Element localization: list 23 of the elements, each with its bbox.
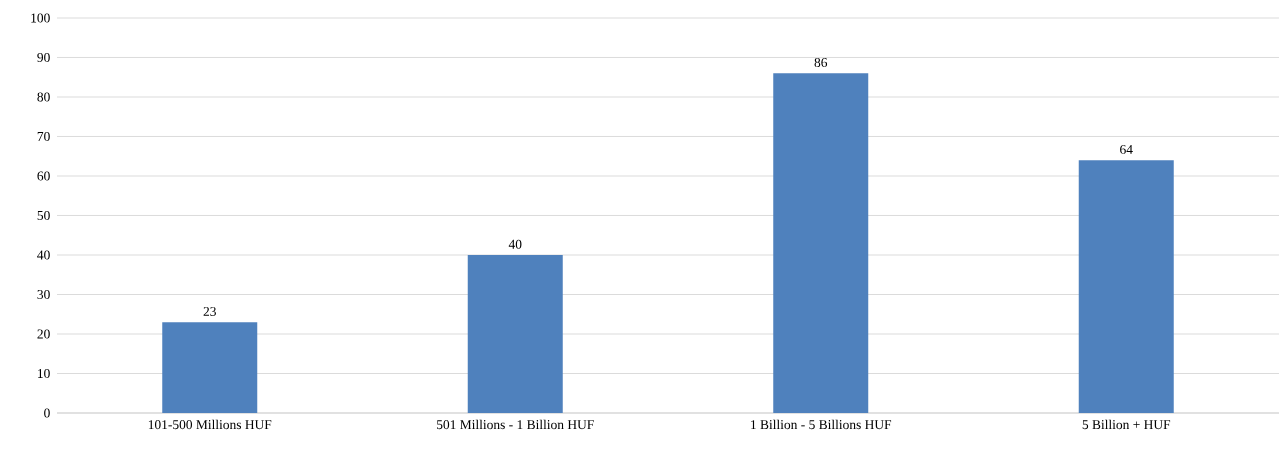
bar bbox=[773, 73, 869, 413]
data-label: 86 bbox=[814, 58, 828, 68]
y-tick-label: 30 bbox=[37, 289, 50, 300]
data-label: 40 bbox=[508, 239, 522, 249]
bar bbox=[162, 322, 258, 413]
y-tick-label: 50 bbox=[37, 210, 50, 221]
x-tick-label: 501 Millions - 1 Billion HUF bbox=[437, 419, 594, 430]
bar bbox=[467, 255, 563, 413]
x-tick-label: 1 Billion - 5 Billions HUF bbox=[751, 419, 892, 430]
y-tick-label: 60 bbox=[37, 171, 50, 181]
y-tick-label: 0 bbox=[44, 408, 50, 418]
y-tick-label: 80 bbox=[37, 92, 50, 102]
y-tick-label: 90 bbox=[37, 52, 50, 63]
bar bbox=[1078, 160, 1174, 413]
data-label: 23 bbox=[203, 306, 216, 316]
y-tick-label: 20 bbox=[37, 329, 50, 339]
y-tick-label: 10 bbox=[38, 368, 50, 379]
data-label: 64 bbox=[1120, 144, 1133, 154]
x-tick-label: 5 Billion + HUF bbox=[1082, 419, 1171, 430]
y-tick-label: 100 bbox=[31, 13, 50, 23]
x-tick-label: 101-500 Millions HUF bbox=[148, 419, 272, 430]
y-tick-label: 40 bbox=[37, 250, 50, 260]
y-tick-label: 70 bbox=[37, 131, 50, 142]
